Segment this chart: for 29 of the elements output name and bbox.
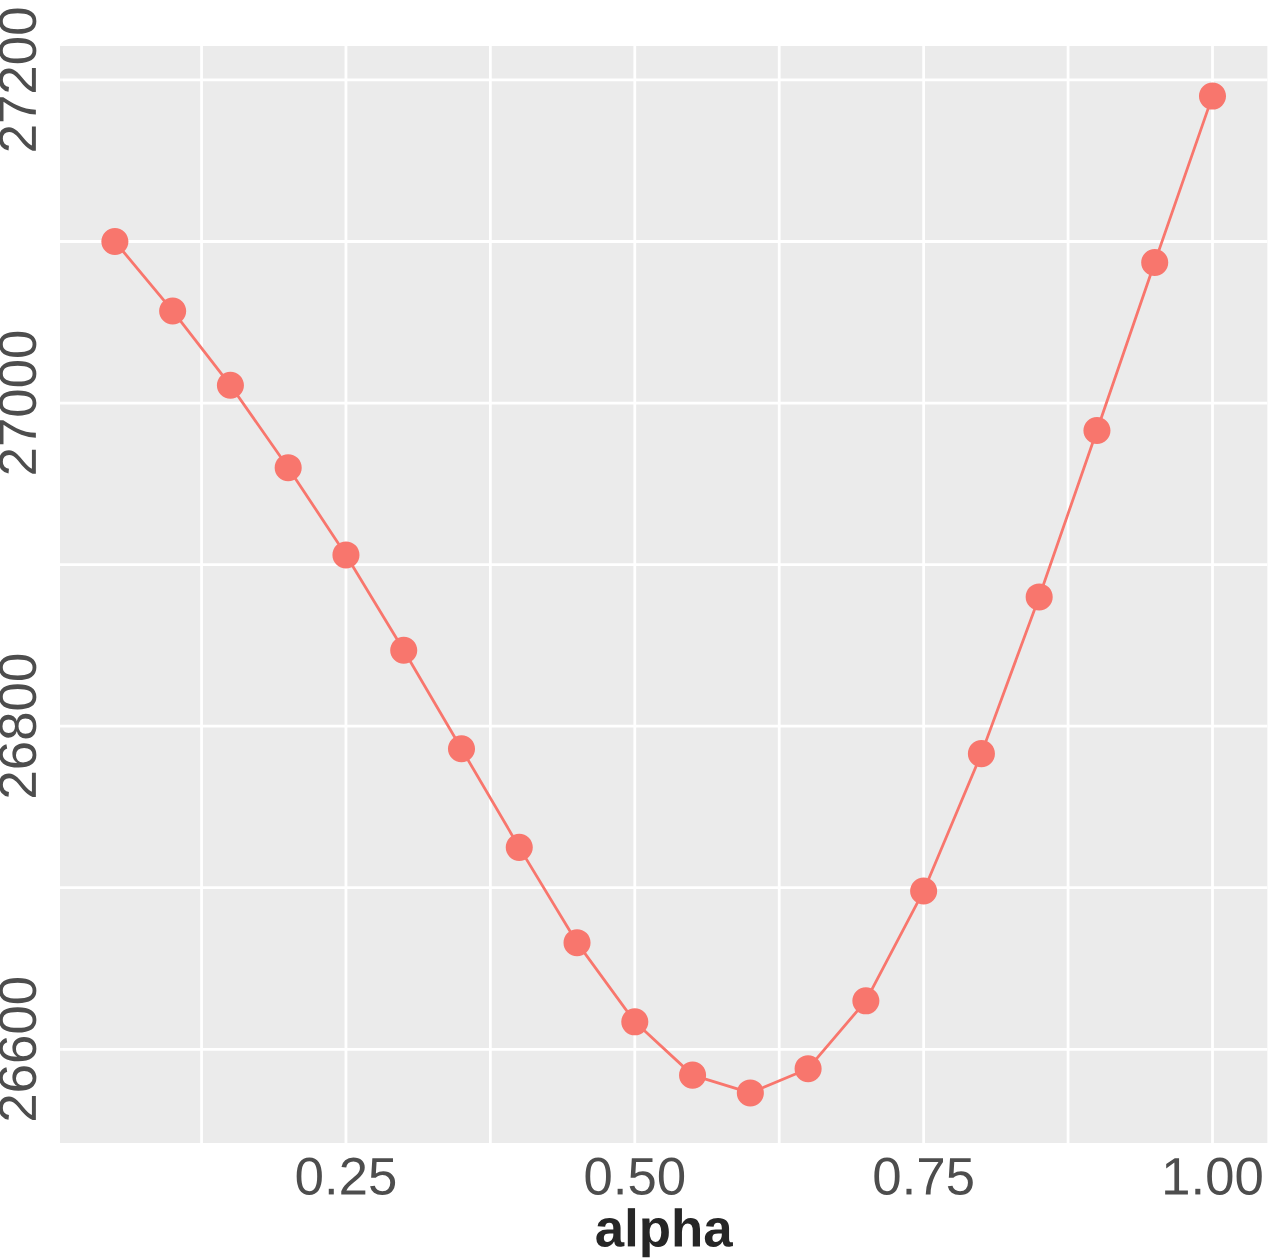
x-axis-title: alpha <box>596 1208 733 1258</box>
y-tick-label: 27000 <box>0 331 37 474</box>
y-tick-label: 27200 <box>0 8 37 151</box>
y-tick-label: 26600 <box>0 977 37 1121</box>
point <box>101 227 129 256</box>
point <box>390 636 418 664</box>
y-tick-label: 26800 <box>0 654 37 797</box>
point <box>1141 248 1169 277</box>
x-tick-label: 0.75 <box>874 1157 973 1195</box>
point <box>794 1055 822 1083</box>
point <box>447 735 476 763</box>
x-tick-label: 0.50 <box>585 1157 685 1195</box>
point <box>505 833 533 861</box>
x-tick-label: 0.25 <box>296 1157 396 1195</box>
point <box>967 740 995 768</box>
x-tick-label: 1.00 <box>1165 1157 1262 1195</box>
point <box>621 1008 649 1036</box>
point <box>910 877 938 905</box>
point <box>1083 416 1111 445</box>
point <box>216 371 244 399</box>
point <box>1198 82 1227 110</box>
point <box>736 1079 764 1107</box>
point <box>1025 583 1053 611</box>
point <box>563 929 591 957</box>
point <box>852 987 880 1015</box>
point <box>679 1061 707 1089</box>
point <box>159 297 187 325</box>
point <box>274 454 302 482</box>
point <box>332 541 360 569</box>
